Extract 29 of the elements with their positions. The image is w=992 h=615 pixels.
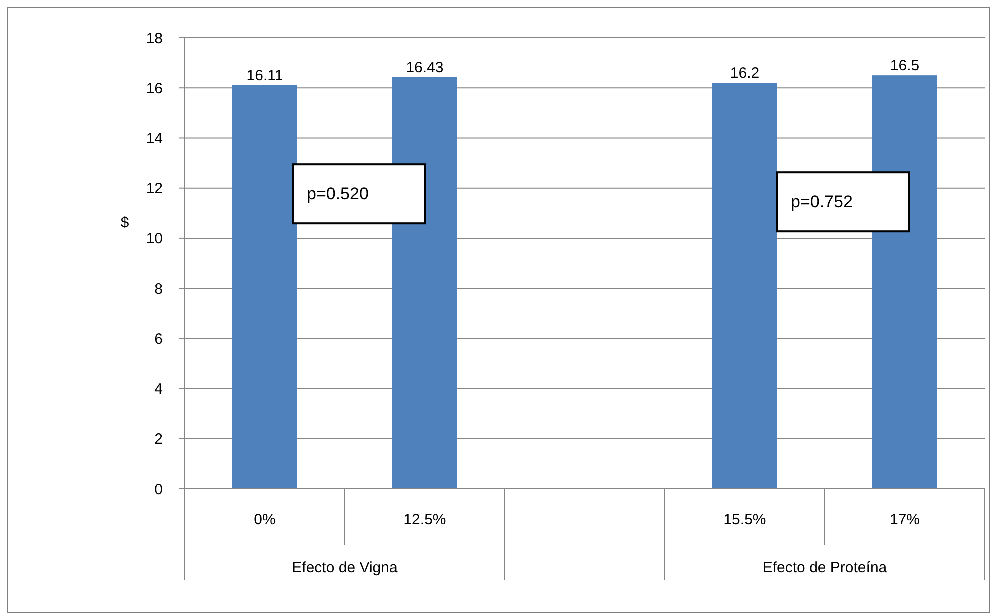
- y-tick-label: 2: [154, 431, 163, 448]
- text: Efecto de Proteína: [762, 559, 888, 576]
- bar: [872, 76, 938, 489]
- data-label: 16.5: [890, 58, 920, 75]
- data-label: 16.11: [246, 67, 284, 84]
- y-tick-label: 8: [154, 280, 163, 298]
- x-tick-label: 15.5%: [724, 511, 766, 528]
- data-label: 16.43: [406, 59, 444, 76]
- bar: [392, 77, 458, 489]
- y-tick-label: 16: [146, 80, 163, 98]
- y-tick-label: 10: [146, 230, 163, 248]
- annotation: p=0.520: [307, 184, 369, 204]
- y-tick-label: 12: [146, 180, 163, 198]
- text-box: p=0.520: [292, 164, 426, 225]
- text: Efecto de Vigna: [292, 559, 398, 576]
- y-tick-label: 6: [154, 330, 163, 348]
- bar: [232, 85, 298, 489]
- y-tick-label: 14: [146, 130, 163, 148]
- x-tick-label: 0%: [254, 511, 276, 528]
- x-tick-label: 17%: [890, 511, 920, 528]
- y-tick-label: 0: [154, 481, 163, 498]
- y-axis-title: $: [120, 214, 130, 232]
- y-tick-label: 4: [154, 381, 163, 398]
- x-tick-label: 12.5%: [404, 511, 446, 528]
- annotation: p=0.752: [791, 192, 853, 212]
- data-label: 16.2: [730, 65, 760, 82]
- y-tick-label: 18: [146, 30, 163, 48]
- bar: [712, 83, 778, 489]
- text-box: p=0.752: [776, 172, 910, 233]
